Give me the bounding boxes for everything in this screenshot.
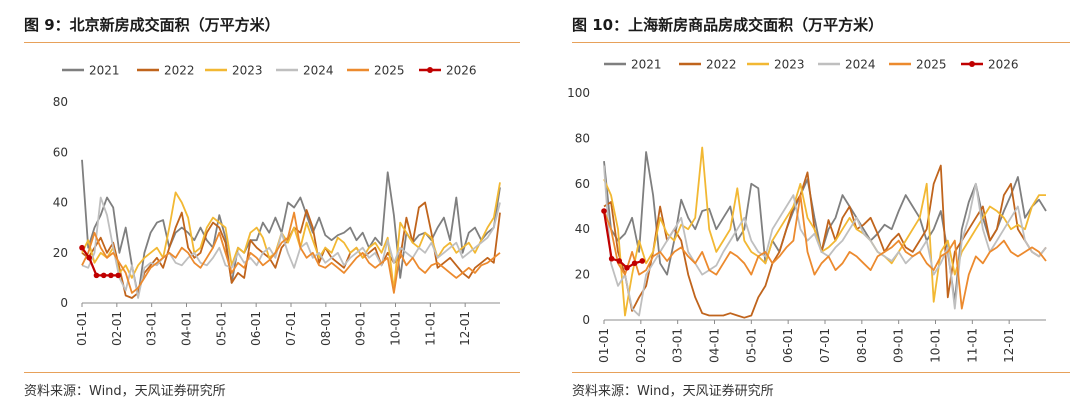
legend-label-2025: 2025 — [916, 58, 947, 72]
series-point-2026 — [79, 244, 85, 251]
chart-title: 图 9：北京新房成交面积（万平方米） — [24, 16, 280, 34]
series-line-2023 — [81, 182, 501, 292]
x-tick-label: 06-01 — [249, 311, 263, 346]
legend-marker-2026 — [427, 67, 433, 73]
x-tick-label: 11-01 — [423, 311, 437, 346]
series-point-2026 — [631, 260, 638, 267]
y-tick-label: 40 — [575, 222, 590, 236]
x-tick-label: 05-01 — [744, 328, 758, 363]
x-tick-label: 09-01 — [354, 311, 368, 346]
x-tick-label: 07-01 — [284, 311, 298, 346]
x-tick-label: 12-01 — [458, 311, 472, 346]
title-divider — [572, 42, 1070, 43]
x-tick-label: 10-01 — [389, 311, 403, 346]
x-tick-label: 06-01 — [781, 328, 795, 363]
chart-plot: 0 20 40 60 80 100 01-01 02-01 03-01 04-01 05-01 06-… — [567, 58, 1047, 363]
legend-label-2022: 2022 — [164, 64, 195, 78]
legend-label-2022: 2022 — [706, 58, 737, 72]
series-point-2026 — [86, 254, 93, 261]
source-note: 资料来源：Wind，天风证券研究所 — [24, 384, 226, 399]
legend-label-2025: 2025 — [374, 64, 405, 78]
x-tick-label: 09-01 — [892, 328, 906, 363]
x-tick-label: 04-01 — [180, 311, 194, 346]
legend-label-2021: 2021 — [89, 64, 120, 78]
y-tick-label: 20 — [53, 246, 68, 260]
x-tick-label: 10-01 — [929, 328, 943, 363]
y-tick-label: 0 — [582, 313, 590, 327]
y-tick-label: 80 — [575, 131, 590, 145]
chart-panel-beijing: 图 9：北京新房成交面积（万平方米） 0 20 40 60 80 01-01 02-01 03… — [0, 0, 530, 411]
chart-plot: 0 20 40 60 80 01-01 02-01 03-01 04-01 05-01 06-01 0… — [53, 64, 501, 346]
series-line-2026 — [81, 247, 119, 277]
series-point-2026 — [608, 255, 615, 262]
legend-label-2023: 2023 — [774, 58, 805, 72]
series-line-2021 — [81, 159, 501, 297]
series-line-2025 — [81, 211, 501, 294]
x-tick-label: 02-01 — [110, 311, 124, 346]
legend-label-2024: 2024 — [303, 64, 334, 78]
legend-label-2026: 2026 — [446, 64, 477, 78]
series-line-2021 — [603, 151, 1047, 303]
legend-label-2024: 2024 — [845, 58, 876, 72]
series-point-2026 — [108, 272, 114, 279]
x-tick-label: 03-01 — [671, 328, 685, 363]
x-tick-label: 07-01 — [818, 328, 832, 363]
y-tick-label: 100 — [567, 86, 590, 100]
y-tick-label: 60 — [53, 145, 68, 159]
y-tick-label: 0 — [60, 296, 68, 310]
series-point-2026 — [639, 258, 646, 264]
series-line-2024 — [603, 165, 1047, 317]
title-divider — [24, 42, 520, 43]
series-line-2024 — [81, 196, 501, 299]
series-point-2026 — [115, 272, 121, 279]
series-line-2022 — [603, 164, 1047, 319]
x-tick-label: 04-01 — [708, 328, 722, 363]
legend-label-2021: 2021 — [631, 58, 662, 72]
legend-label-2026: 2026 — [988, 58, 1019, 72]
x-tick-label: 01-01 — [75, 311, 89, 346]
source-note: 资料来源：Wind，天风证券研究所 — [572, 384, 774, 399]
series-line-2025 — [603, 194, 1047, 310]
chart-panel-shanghai: 图 10：上海新房商品房成交面积（万平方米） 0 20 40 60 80 100 01-01… — [548, 0, 1080, 411]
source-divider — [24, 372, 520, 373]
y-tick-label: 80 — [53, 95, 68, 109]
series-point-2026 — [100, 272, 107, 279]
x-tick-label: 11-01 — [965, 328, 979, 363]
series-point-2026 — [601, 208, 607, 214]
y-tick-label: 20 — [575, 268, 590, 282]
x-tick-label: 12-01 — [1002, 328, 1016, 363]
x-tick-label: 08-01 — [855, 328, 869, 363]
series-point-2026 — [624, 264, 630, 271]
x-tick-label: 03-01 — [145, 311, 159, 346]
x-tick-label: 05-01 — [214, 311, 228, 346]
x-tick-label: 02-01 — [634, 328, 648, 363]
legend-marker-2026 — [969, 61, 975, 67]
y-tick-label: 40 — [53, 196, 68, 210]
x-tick-label: 08-01 — [319, 311, 333, 346]
y-tick-label: 60 — [575, 177, 590, 191]
x-tick-label: 01-01 — [597, 328, 611, 363]
series-line-2023 — [603, 146, 1046, 317]
chart-title: 图 10：上海新房商品房成交面积（万平方米） — [572, 16, 884, 34]
series-point-2026 — [93, 272, 100, 279]
source-divider — [572, 372, 1070, 373]
legend-label-2023: 2023 — [232, 64, 263, 78]
series-point-2026 — [616, 258, 623, 264]
